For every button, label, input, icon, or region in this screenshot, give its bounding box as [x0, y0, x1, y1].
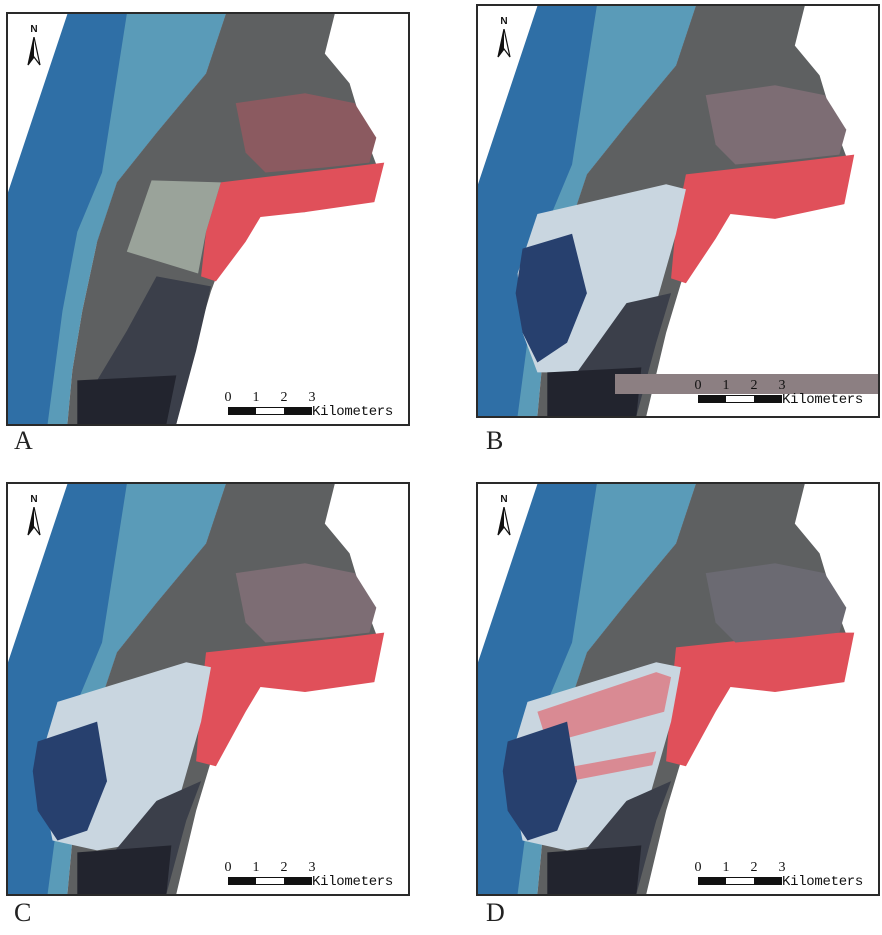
scale-bar-graphic — [228, 407, 312, 415]
north-arrow-icon — [497, 29, 511, 58]
scale-ticks: 0 1 2 3 — [692, 860, 792, 875]
scale-tick-3: 3 — [308, 390, 316, 405]
north-arrow: N — [494, 16, 514, 60]
north-label: N — [30, 494, 38, 505]
scale-tick-3: 3 — [308, 860, 316, 875]
panel-label-a: A — [14, 426, 33, 455]
scale-tick-0: 0 — [694, 378, 702, 393]
scale-tick-0: 0 — [224, 390, 232, 405]
map-panel-a: N 0 1 2 3 Kilometers — [6, 12, 410, 426]
panel-label-b: B — [486, 426, 504, 455]
north-arrow: N — [24, 494, 44, 538]
scale-bar-graphic — [698, 395, 782, 403]
scale-tick-2: 2 — [750, 378, 758, 393]
scale-tick-3: 3 — [778, 378, 786, 393]
map-panel-c: N 0 1 2 3 Kilometers — [6, 482, 410, 896]
scale-units: Kilometers — [782, 392, 864, 408]
scale-tick-0: 0 — [224, 860, 232, 875]
scale-ticks: 0 1 2 3 — [692, 378, 792, 393]
north-arrow-icon — [27, 37, 41, 66]
panel-label-c: C — [14, 898, 32, 927]
scale-tick-1: 1 — [722, 860, 730, 875]
scale-tick-1: 1 — [252, 390, 260, 405]
satellite-image-d — [478, 484, 878, 894]
scale-bar: 0 1 2 3 Kilometers — [692, 860, 872, 890]
scale-units: Kilometers — [312, 404, 394, 420]
scale-bar-graphic — [228, 877, 312, 885]
satellite-image-c — [8, 484, 408, 894]
scale-tick-2: 2 — [750, 860, 758, 875]
scale-bar: 0 1 2 3 Kilometers — [222, 390, 402, 420]
north-label: N — [30, 24, 38, 35]
scale-bar: 0 1 2 3 Kilometers — [222, 860, 402, 890]
scale-bar: 0 1 2 3 Kilometers — [692, 378, 872, 408]
scale-units: Kilometers — [312, 874, 394, 890]
north-label: N — [500, 16, 508, 27]
north-arrow: N — [494, 494, 514, 538]
scale-tick-0: 0 — [694, 860, 702, 875]
scale-tick-3: 3 — [778, 860, 786, 875]
scale-tick-2: 2 — [280, 860, 288, 875]
north-arrow-icon — [497, 507, 511, 536]
north-label: N — [500, 494, 508, 505]
scale-ticks: 0 1 2 3 — [222, 860, 322, 875]
scale-bar-graphic — [698, 877, 782, 885]
scale-ticks: 0 1 2 3 — [222, 390, 322, 405]
map-panel-b: N 0 1 2 3 Kilometers — [476, 4, 880, 418]
satellite-image-b — [478, 6, 878, 416]
panel-label-d: D — [486, 898, 505, 927]
satellite-image-a — [8, 14, 408, 424]
scale-tick-2: 2 — [280, 390, 288, 405]
north-arrow: N — [24, 24, 44, 68]
scale-tick-1: 1 — [722, 378, 730, 393]
map-panel-d: N 0 1 2 3 Kilometers — [476, 482, 880, 896]
north-arrow-icon — [27, 507, 41, 536]
scale-tick-1: 1 — [252, 860, 260, 875]
scale-units: Kilometers — [782, 874, 864, 890]
scan-artifact — [615, 374, 878, 394]
